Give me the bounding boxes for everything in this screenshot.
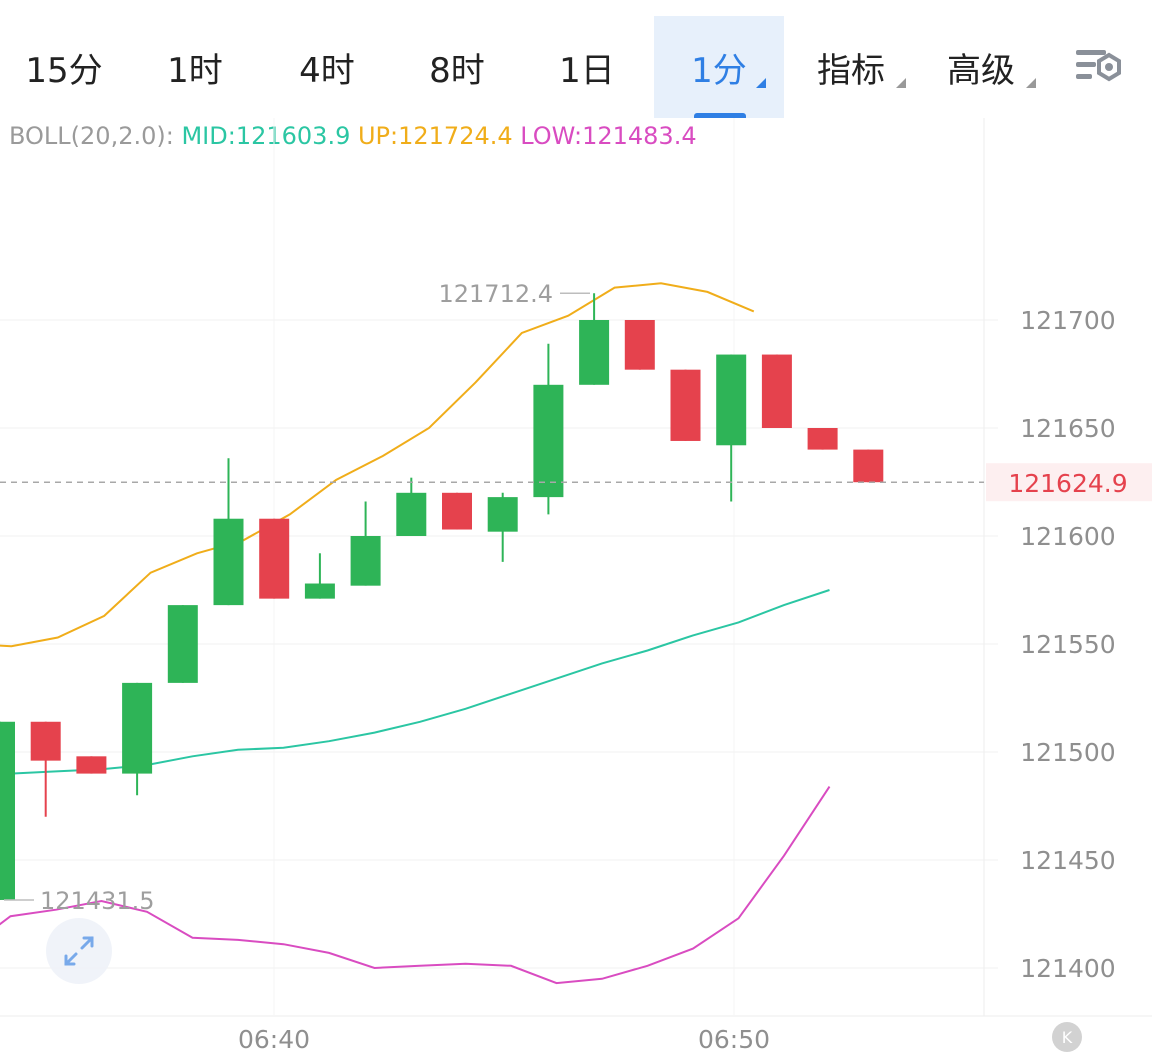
candle-body [487,497,518,532]
tab-label: 15分 [25,50,103,91]
candle-body [350,536,381,586]
boll-label: BOLL(20,2.0): [9,122,174,150]
candle-body [213,518,244,606]
y-tick-label: 121700 [1020,306,1115,335]
candle-body [761,354,792,428]
candlestick-chart[interactable]: 121700 121650 121600 121550 121500 121450 1214… [0,118,1152,1054]
tab-6[interactable]: 指标 [786,16,916,118]
y-tick-label: 121650 [1020,414,1115,443]
candle-body [853,449,884,483]
candle-body [716,354,747,446]
tab-3[interactable]: 8时 [392,16,522,118]
candle-body [167,605,198,683]
boll-legend: BOLL(20,2.0): MID:121603.9 UP:121724.4 L… [9,122,697,150]
boll-up-line [0,282,755,648]
chart-settings-button[interactable] [1072,44,1126,92]
active-tab-indicator [694,113,746,118]
y-tick-label: 121550 [1020,630,1115,659]
chart-settings-icon [1076,50,1121,82]
tab-label: 1时 [167,50,223,91]
candle-body [670,369,701,441]
candle-body [122,682,153,774]
tab-label: 4时 [299,50,355,91]
tab-2[interactable]: 4时 [262,16,392,118]
tab-label: 8时 [429,50,485,91]
expand-icon [64,936,94,966]
boll-mid-line [0,589,830,778]
candle-body [304,583,335,599]
tab-4[interactable]: 1日 [522,16,652,118]
candle-body [259,518,290,599]
y-tick-label: 121400 [1020,954,1115,983]
y-tick-label: 121600 [1020,522,1115,551]
dropdown-caret-icon [1026,78,1036,88]
candle-body [396,492,427,536]
boll-low-value: LOW:121483.4 [520,122,697,150]
candle-body [442,492,472,530]
tab-label: 高级 [947,50,1015,91]
candle-body [76,756,107,774]
y-tick-label: 121500 [1020,738,1115,767]
boll-mid-value: MID:121603.9 [181,122,351,150]
current-price-label: 121624.9 [1008,469,1127,498]
boll-up-value: UP:121724.4 [357,122,513,150]
expand-button[interactable] [46,918,112,984]
tab-0[interactable]: 15分 [0,16,128,118]
tab-label: 指标 [817,50,885,91]
candle-body [624,320,655,370]
candle-body [533,384,564,498]
dropdown-caret-icon [896,78,906,88]
dropdown-caret-icon [756,78,766,88]
x-tick-label: 06:40 [238,1025,310,1054]
candle-body [579,320,610,385]
max-price-label: 121712.4 [438,280,553,308]
candle-body [807,428,838,450]
x-tick-label: 06:50 [698,1025,770,1054]
y-tick-label: 121450 [1020,846,1115,875]
min-price-label: 121431.5 [40,887,155,915]
tab-1[interactable]: 1时 [130,16,260,118]
tab-7[interactable]: 高级 [916,16,1046,118]
k-button[interactable]: K [1052,1022,1082,1052]
tab-5[interactable]: 1分 [654,16,784,118]
timeframe-tabs: 15分 1时 4时 8时 1日 1分 指标 高级 [0,0,1152,118]
candle-body [0,721,15,900]
current-price-tag [986,463,1152,502]
tab-label: 1分 [691,50,747,91]
boll-low-line [0,786,831,985]
candle-body [30,721,61,761]
tab-label: 1日 [559,50,615,91]
